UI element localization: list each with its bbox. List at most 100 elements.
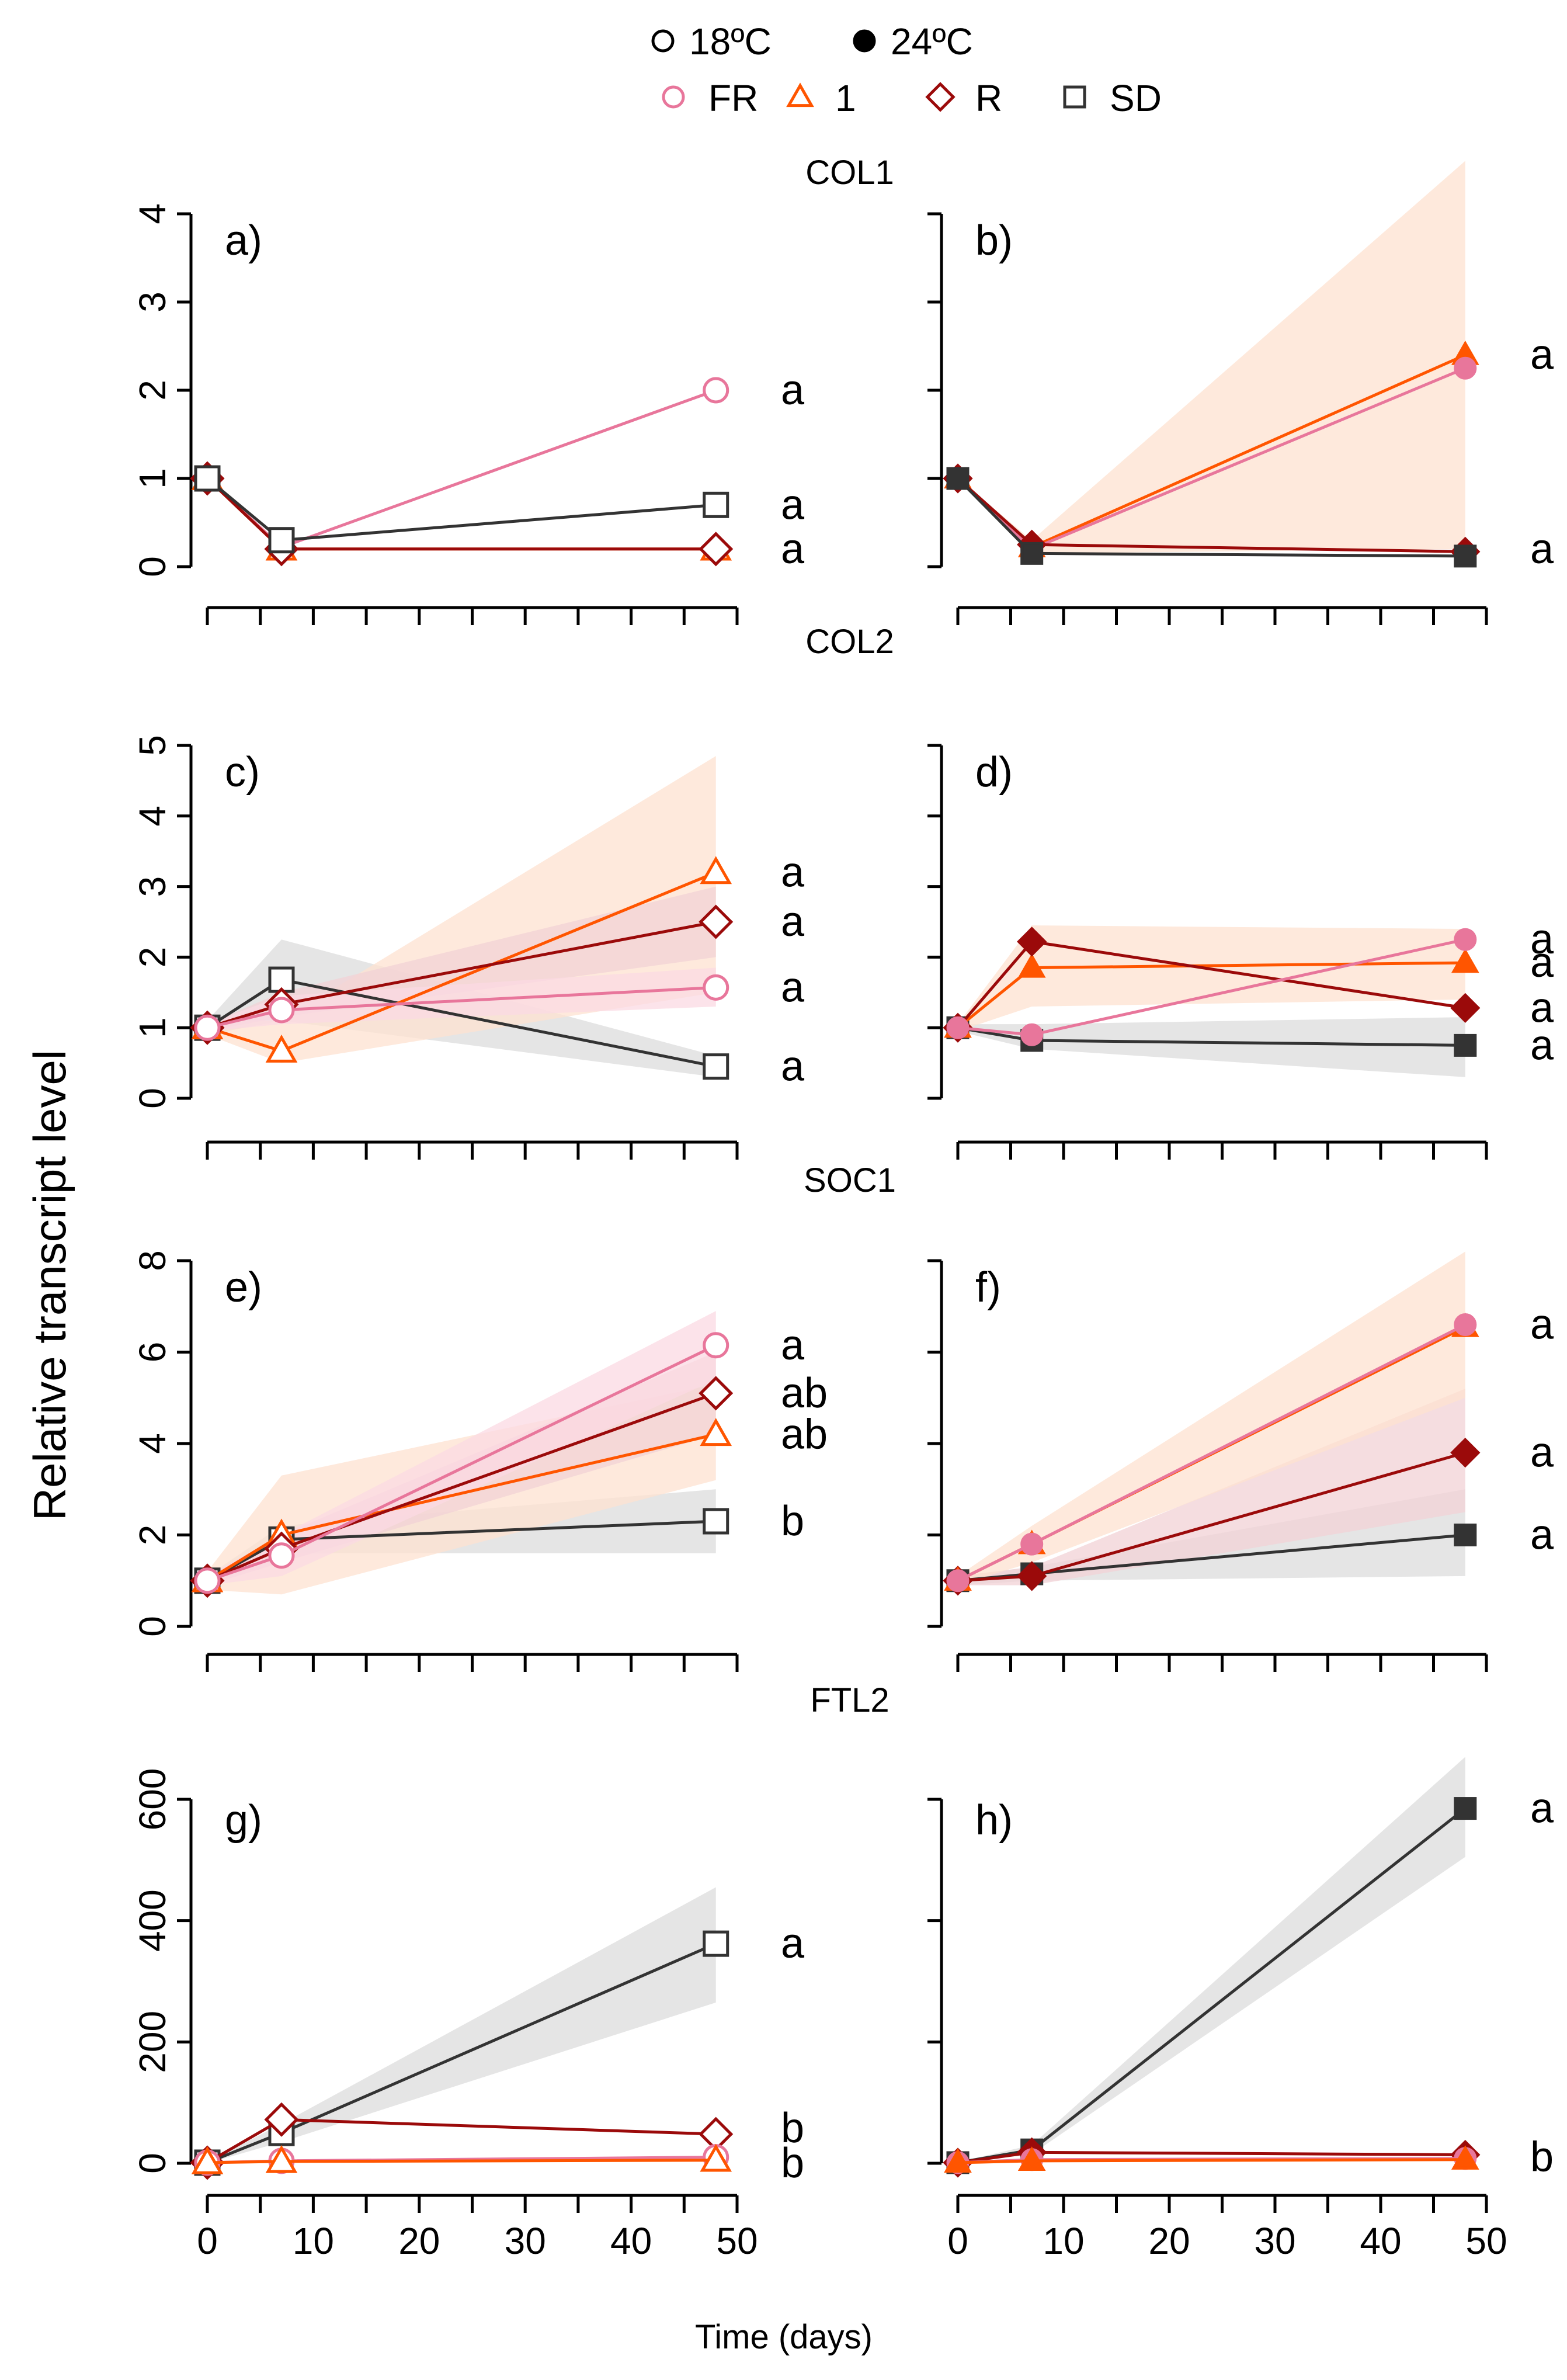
significance-label: a (781, 898, 805, 945)
gene-title-COL1: COL1 (805, 154, 894, 192)
point-SD (194, 465, 221, 492)
point-FR (703, 377, 729, 404)
point-FR (1454, 928, 1477, 951)
band-R (958, 1389, 1465, 1585)
point-SD (1454, 1033, 1477, 1057)
significance-label: ab (781, 1370, 828, 1417)
x-tick-label: 30 (505, 2220, 546, 2262)
legend-label: R (975, 77, 1002, 119)
legend-label: SD (1110, 77, 1162, 119)
point-1 (191, 2146, 224, 2174)
y-tick-label: 4 (131, 806, 173, 827)
diamond-icon (925, 82, 956, 112)
point-R (1017, 927, 1047, 957)
significance-label: a (1530, 1022, 1554, 1068)
x-tick-label: 20 (1148, 2220, 1190, 2262)
significance-label: a (1530, 332, 1554, 379)
legend-item-temp: 24ºC (853, 20, 973, 63)
significance-label: a (781, 964, 805, 1011)
x-tick-label: 30 (1254, 2220, 1295, 2262)
point-FR (268, 997, 295, 1024)
significance-label: a (781, 481, 805, 528)
legend-label: FR (708, 77, 758, 119)
point-FR (946, 1569, 970, 1593)
y-tick-label: 6 (131, 1342, 173, 1363)
point-SD (1454, 1797, 1477, 1820)
y-axis-label: Relative transcript level (24, 1050, 75, 1521)
point-SD (268, 527, 295, 554)
x-tick-label: 40 (610, 2220, 652, 2262)
panel-label: d) (975, 749, 1013, 796)
panel-g: 0 200 400 600 0 10 20 30 40 50 a bb g) (131, 1768, 805, 2262)
point-FR (1454, 356, 1477, 380)
panel-label: b) (975, 217, 1013, 264)
y-tick-label: 2 (131, 380, 173, 401)
panel-b: a a b) (927, 161, 1554, 625)
point-FR (703, 974, 729, 1001)
y-tick-label: 400 (131, 1889, 173, 1952)
point-R (1017, 1561, 1047, 1591)
legend: 18ºC 24ºC FR 1 R SD (651, 20, 1162, 119)
point-FR (194, 1014, 221, 1041)
y-tick-label: 0 (131, 2153, 173, 2174)
significance-label: a (1530, 526, 1554, 573)
legend-item-FR: FR (662, 77, 758, 119)
band-SD (958, 1757, 1465, 2163)
panels: 01234aaaa)aab)012345aaaac)aaaad)02468aab… (131, 161, 1554, 2262)
legend-item-temp: 18ºC (651, 20, 772, 63)
series-line-FR (206, 388, 717, 549)
y-tick-label: 3 (131, 292, 173, 313)
x-axis-label: Time (days) (695, 2318, 873, 2356)
panel-label: c) (225, 749, 260, 796)
panel-h: 0 10 20 30 40 50 a b h) (927, 1757, 1554, 2262)
point-FR (703, 1332, 729, 1359)
panel-label: e) (225, 1264, 262, 1311)
x-tick-label: 20 (398, 2220, 440, 2262)
y-tick-label: 600 (131, 1768, 173, 1831)
x-tick-label: 40 (1360, 2220, 1401, 2262)
point-FR (1454, 1313, 1477, 1337)
x-tick-label: 0 (197, 2220, 218, 2262)
significance-label: a (1530, 1430, 1554, 1476)
legend-item-1: 1 (786, 77, 856, 119)
point-R (264, 2102, 299, 2137)
significance-label: a (1530, 1785, 1554, 1832)
significance-label: a (781, 849, 805, 896)
y-tick-label: 3 (131, 876, 173, 897)
x-tick-label: 0 (947, 2220, 968, 2262)
significance-label: a (1530, 916, 1554, 963)
point-R (699, 1376, 734, 1411)
x-tick-label: 10 (293, 2220, 334, 2262)
point-FR (1020, 1023, 1044, 1046)
y-tick-label: 4 (131, 203, 173, 224)
significance-label: a (781, 367, 805, 414)
point-1 (700, 1418, 732, 1446)
significance-label: a (1530, 984, 1554, 1031)
significance-label: a (1530, 939, 1554, 986)
point-SD (1454, 544, 1477, 568)
band-1 (958, 1251, 1465, 1585)
legend-label: 1 (835, 77, 856, 119)
point-R (699, 904, 734, 939)
point-1 (944, 2148, 972, 2173)
point-1 (1017, 953, 1046, 978)
significance-label: a (781, 1322, 805, 1369)
point-FR (1020, 1532, 1044, 1556)
y-tick-label: 4 (131, 1433, 173, 1454)
gene-titles: COL1 COL2 SOC1 FTL2 (804, 154, 896, 1719)
y-tick-label: 1 (131, 1017, 173, 1038)
y-tick-label: 8 (131, 1250, 173, 1271)
panel-label: h) (975, 1797, 1013, 1844)
point-SD (703, 1930, 729, 1957)
legend-item-SD: SD (1063, 77, 1162, 119)
significance-label: a (781, 1043, 805, 1090)
y-tick-label: 0 (131, 1088, 173, 1109)
point-1 (265, 1035, 298, 1063)
y-tick-label: 0 (131, 1616, 173, 1637)
legend-label: 18ºC (689, 20, 772, 63)
